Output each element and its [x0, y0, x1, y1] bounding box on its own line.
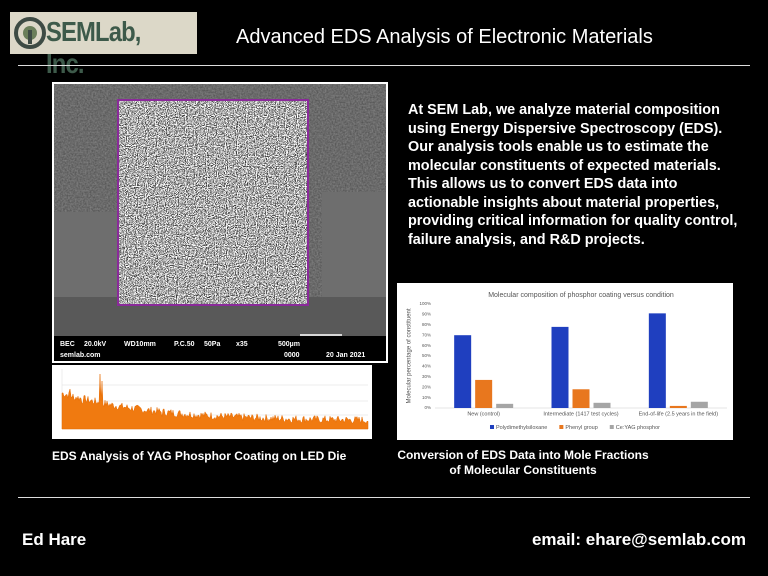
- y-tick-label: 90%: [422, 312, 431, 317]
- sem-label: BEC: [60, 341, 75, 348]
- divider: [18, 65, 750, 66]
- legend-swatch: [609, 425, 614, 429]
- bar: [475, 379, 493, 408]
- sem-label: 0000: [284, 352, 300, 359]
- right-caption: Conversion of EDS Data into Mole Fractio…: [383, 448, 663, 478]
- eds-spectrum: [52, 365, 372, 439]
- x-tick-label: Intermediate (1417 test cycles): [543, 411, 618, 417]
- sem-label: WD10mm: [124, 341, 156, 348]
- bar: [551, 326, 569, 408]
- legend-swatch: [489, 425, 494, 429]
- legend-label: Phenyl group: [565, 425, 597, 431]
- slide-title: Advanced EDS Analysis of Electronic Mate…: [236, 26, 653, 48]
- caption-line: of Molecular Constituents: [449, 463, 597, 477]
- bar: [669, 405, 687, 408]
- x-tick-label: End-of-life (2.5 years in the field): [639, 411, 719, 417]
- sem-image: [52, 82, 388, 363]
- y-tick-label: 80%: [422, 322, 431, 327]
- bar-chart: Molecular composition of phosphor coatin…: [397, 283, 733, 440]
- y-tick-label: 50%: [422, 353, 431, 358]
- chart-title: Molecular composition of phosphor coatin…: [488, 292, 674, 299]
- bar: [454, 335, 472, 408]
- bar: [593, 402, 611, 408]
- legend-label: Polydimethylsiloxane: [496, 425, 547, 431]
- logo-icon: [14, 17, 46, 49]
- y-tick-label: 30%: [422, 374, 431, 379]
- legend-label: Ce:YAG phosphor: [616, 425, 660, 431]
- sem-label: P.C.50: [174, 341, 195, 348]
- caption-line: Conversion of EDS Data into Mole Fractio…: [397, 448, 649, 462]
- sem-label: semlab.com: [60, 352, 101, 359]
- y-tick-label: 10%: [422, 395, 431, 400]
- y-axis-label: Molecular percentage of constituent: [407, 308, 413, 403]
- y-tick-label: 20%: [422, 384, 431, 389]
- bar: [496, 403, 514, 408]
- left-caption: EDS Analysis of YAG Phosphor Coating on …: [52, 449, 347, 463]
- y-tick-label: 40%: [422, 364, 431, 369]
- description: At SEM Lab, we analyze material composit…: [408, 102, 738, 248]
- email: email: ehare@semlab.com: [531, 530, 746, 549]
- y-tick-label: 60%: [422, 343, 431, 348]
- bar: [648, 313, 666, 408]
- y-tick-label: 70%: [422, 332, 431, 337]
- y-tick-label: 100%: [419, 301, 431, 306]
- bar: [572, 389, 590, 408]
- legend-swatch: [559, 425, 564, 429]
- logo-text: SEMLab, Inc.: [46, 16, 141, 79]
- logo: SEMLab, Inc.: [10, 12, 197, 79]
- sem-label: 500µm: [278, 341, 300, 348]
- sem-label: 20 Jan 2021: [326, 352, 366, 359]
- sem-label: x35: [236, 341, 248, 348]
- x-tick-label: New (control): [467, 411, 500, 417]
- divider: [18, 497, 750, 498]
- author: Ed Hare: [22, 530, 87, 549]
- bar: [690, 401, 708, 408]
- sem-label: 50Pa: [204, 341, 221, 348]
- sem-label: 20.0kV: [84, 341, 107, 348]
- y-tick-label: 0%: [424, 405, 431, 410]
